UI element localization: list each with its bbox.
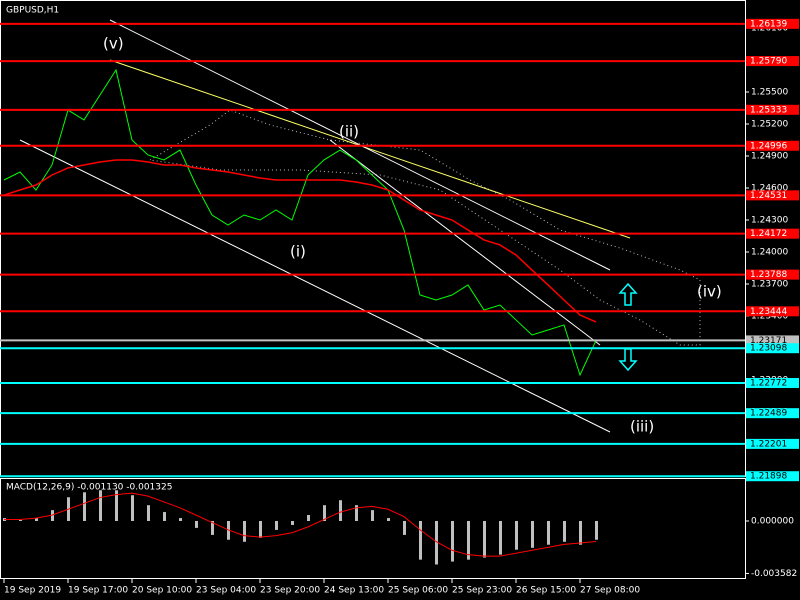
level-tag [746, 18, 799, 29]
macd-bar [115, 490, 118, 521]
x-tick-label: 19 Sep 2019 [4, 586, 61, 596]
y-tick-label: 1.24000 [751, 248, 788, 258]
macd-bar [547, 520, 550, 545]
level-label: 1.23098 [750, 344, 787, 354]
macd-bar [579, 520, 582, 545]
level-label: 1.23444 [750, 307, 787, 317]
level-tag [746, 104, 799, 115]
macd-bar [403, 520, 406, 535]
level-label: 1.24172 [750, 229, 787, 239]
price-line [3, 68, 597, 377]
level-tag [746, 471, 799, 482]
up-arrow [618, 282, 638, 306]
macd-bar [291, 520, 294, 525]
y-tick-label: 1.23700 [751, 280, 788, 290]
x-tick-label: 25 Sep 06:00 [388, 586, 448, 596]
macd-bar [147, 505, 150, 521]
x-tick-label: 27 Sep 08:00 [580, 586, 640, 596]
macd-bar [51, 510, 54, 521]
y-tick-label: 1.24600 [751, 184, 788, 194]
macd-bar [99, 490, 102, 521]
y-tick-label: 1.25500 [751, 88, 788, 98]
macd-bar [355, 505, 358, 521]
macd-bar [499, 520, 502, 555]
macd-bar [211, 520, 214, 535]
wave-label: (v) [103, 35, 124, 53]
macd-bar [483, 520, 486, 558]
level-tag [746, 140, 799, 151]
macd-bar [531, 520, 534, 548]
level-label: 1.24996 [750, 141, 787, 151]
macd-bar [371, 510, 374, 521]
x-tick-label: 23 Sep 04:00 [196, 586, 256, 596]
wave-label: (i) [290, 243, 306, 261]
macd-bar [419, 520, 422, 560]
level-tag [746, 56, 799, 67]
y-tick-label: 0.000000 [751, 516, 794, 526]
macd-bar [595, 520, 598, 540]
price-line [3, 159, 597, 323]
macd-bar [35, 518, 38, 521]
x-tick-label: 24 Sep 13:00 [324, 586, 384, 596]
x-tick-label: 19 Sep 17:00 [68, 586, 128, 596]
macd-bar [387, 518, 390, 521]
y-tick-label: -0.003582 [751, 569, 797, 579]
macd-bar [83, 492, 86, 521]
level-label: 1.22772 [750, 378, 787, 388]
level-tag [746, 306, 799, 317]
macd-frame [0, 478, 746, 579]
macd-title: MACD(12,26,9) -0.001130 -0.001325 [6, 483, 172, 493]
x-tick-label: 26 Sep 15:00 [516, 586, 576, 596]
wave-label: (ii) [339, 123, 359, 141]
level-tag [746, 335, 799, 346]
macd-bar [451, 520, 454, 562]
level-label: 1.22201 [750, 439, 787, 449]
macd-bar [179, 518, 182, 521]
macd-bar [563, 520, 566, 542]
signal-line [4, 492, 597, 557]
level-tag [746, 408, 799, 419]
trend-line [109, 59, 631, 239]
y-tick-label: 1.24900 [751, 152, 788, 162]
level-label: 1.24531 [750, 191, 787, 201]
level-label: 1.26139 [750, 19, 787, 29]
macd-bar [131, 495, 134, 521]
macd-bar [275, 520, 278, 530]
macd-bar [515, 520, 518, 550]
level-label: 1.22489 [750, 409, 787, 419]
level-tag [746, 438, 799, 449]
level-label: 1.23788 [750, 270, 787, 280]
macd-bar [243, 520, 246, 542]
wave-label: (iv) [697, 283, 722, 301]
wave-label: (iii) [630, 418, 654, 436]
level-label: 1.25790 [750, 57, 787, 67]
level-tag [746, 269, 799, 280]
macd-bar [339, 500, 342, 521]
macd-bar [195, 520, 198, 528]
level-tag [746, 228, 799, 239]
y-tick-label: 1.23400 [751, 312, 788, 322]
y-tick-label: 1.24300 [751, 216, 788, 226]
level-tag [746, 343, 799, 354]
level-tag [746, 377, 799, 388]
chart-title: GBPUSD,H1 [6, 6, 59, 16]
macd-bar [323, 505, 326, 521]
x-tick-label: 25 Sep 23:00 [452, 586, 512, 596]
level-label: 1.21898 [750, 472, 787, 482]
level-label: 1.25333 [750, 105, 787, 115]
macd-bar [307, 514, 310, 521]
macd-bar [19, 519, 22, 521]
level-tag [746, 190, 799, 201]
x-tick-label: 20 Sep 10:00 [132, 586, 192, 596]
x-tick-label: 23 Sep 20:00 [260, 586, 320, 596]
macd-bar [259, 520, 262, 538]
level-label: 1.23171 [750, 336, 787, 346]
macd-bar [467, 520, 470, 560]
macd-bar [435, 520, 438, 565]
y-tick-label: 1.25200 [751, 120, 788, 130]
macd-bar [163, 512, 166, 521]
